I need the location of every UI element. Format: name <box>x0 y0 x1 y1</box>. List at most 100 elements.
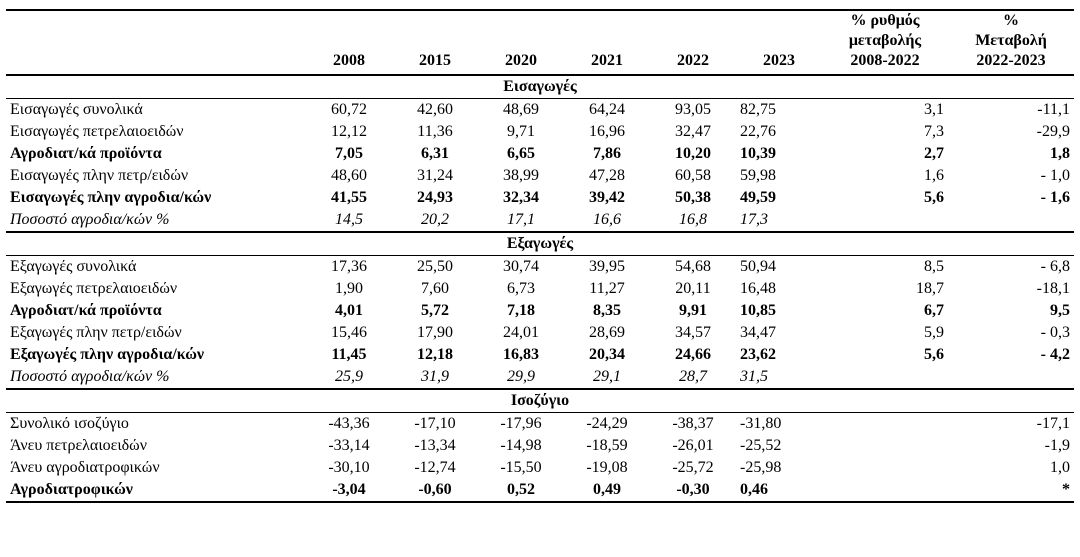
cell-value: -19,08 <box>586 459 628 476</box>
row-label: Εισαγωγές πετρελαιοειδών <box>10 123 184 140</box>
cell-value: -26,01 <box>672 437 714 454</box>
section-title: Εισαγωγές <box>6 75 1074 99</box>
cell-value: 59,98 <box>740 167 776 184</box>
table-row: Αγροδιατροφικών -3,04 -0,60 0,52 0,49 -0,30 0,… <box>6 479 1074 503</box>
cell-change: - 6,8 <box>1040 258 1070 275</box>
cell-value: 31,24 <box>417 167 453 184</box>
cell-value: 7,60 <box>421 280 449 297</box>
cell-value: 42,60 <box>417 101 453 118</box>
cell-value: 24,01 <box>503 324 539 341</box>
row-label: Εισαγωγές πλην αγροδια/κών <box>10 189 212 206</box>
cell-value: 7,05 <box>335 145 363 162</box>
cell-change: * <box>948 479 1074 503</box>
section-title: Ισοζύγιο <box>6 388 1074 413</box>
cell-value: 7,18 <box>507 302 535 319</box>
cell-value: 6,73 <box>507 280 535 297</box>
cell-value: 16,8 <box>679 211 707 228</box>
cell-value: 38,99 <box>503 167 539 184</box>
cell-value: 39,95 <box>589 258 625 275</box>
cell-value: 60,58 <box>675 167 711 184</box>
cell-rate: 18,7 <box>916 280 944 297</box>
table-body: Εισαγωγές Εισαγωγές συνολικά 60,72 42,60 48,… <box>6 75 1074 503</box>
section-header-row: Εισαγωγές <box>6 75 1074 99</box>
cell-value: -0,60 <box>392 479 478 503</box>
cell-value: 5,72 <box>421 302 449 319</box>
cell-value: -17,96 <box>500 415 542 432</box>
cell-change <box>948 366 1074 389</box>
header-rate-line: 2008-2022 <box>850 52 920 69</box>
cell-rate: 5,6 <box>924 346 944 363</box>
cell-value: 34,47 <box>740 324 776 341</box>
cell-value: 11,45 <box>331 346 367 363</box>
cell-value: 28,7 <box>679 368 707 385</box>
cell-value: 39,42 <box>589 189 625 206</box>
cell-value: 6,65 <box>507 145 535 162</box>
row-label: Συνολικό ισοζύγιο <box>10 415 129 432</box>
cell-value: -18,59 <box>586 437 628 454</box>
cell-value: 41,55 <box>331 189 367 206</box>
cell-change: 1,0 <box>1050 459 1070 476</box>
cell-rate: 5,6 <box>924 189 944 206</box>
cell-value: 10,85 <box>740 302 776 319</box>
cell-value: 24,66 <box>675 346 711 363</box>
table-row: Συνολικό ισοζύγιο -43,36 -17,10 -17,96 -24,2… <box>6 413 1074 436</box>
cell-value: 25,9 <box>335 368 363 385</box>
row-label: Εισαγωγές πλην πετρ/ειδών <box>10 167 189 184</box>
header-year: 2008 <box>306 9 392 76</box>
table-row: Άνευ πετρελαιοειδών -33,14 -13,34 -14,98 -18… <box>6 435 1074 457</box>
cell-value: 8,35 <box>593 302 621 319</box>
cell-value: 9,71 <box>507 123 535 140</box>
cell-rate <box>822 366 948 389</box>
cell-rate: 7,3 <box>924 123 944 140</box>
cell-value: -25,98 <box>740 459 782 476</box>
cell-change: -11,1 <box>1037 101 1070 118</box>
cell-rate: 8,5 <box>924 258 944 275</box>
header-change-line: 2022-2023 <box>976 52 1046 69</box>
header-change-line: % <box>1003 12 1019 29</box>
header-change-line: Μεταβολή <box>975 32 1047 49</box>
section-header-row: Ισοζύγιο <box>6 388 1074 413</box>
cell-value: 11,36 <box>417 123 453 140</box>
cell-value: 29,9 <box>507 368 535 385</box>
row-label: Αγροδιατ/κά προϊόντα <box>10 145 162 162</box>
cell-value: 12,12 <box>331 123 367 140</box>
cell-value: -38,37 <box>672 415 714 432</box>
cell-value: 6,31 <box>421 145 449 162</box>
cell-value: 15,46 <box>331 324 367 341</box>
cell-value: 29,1 <box>593 368 621 385</box>
cell-change <box>948 209 1074 232</box>
row-label: Άνευ πετρελαιοειδών <box>10 437 147 454</box>
cell-value: 20,34 <box>589 346 625 363</box>
row-label: Αγροδιατ/κά προϊόντα <box>10 302 162 319</box>
cell-change: 1,8 <box>1050 145 1070 162</box>
cell-value: -25,52 <box>740 437 782 454</box>
cell-change: 9,5 <box>1050 302 1070 319</box>
cell-value: 17,36 <box>331 258 367 275</box>
table-row: Ποσοστό αγροδια/κών % 25,9 31,9 29,9 29,1 28,… <box>6 366 1074 389</box>
header-change-column: % Μεταβολή 2022-2023 <box>948 9 1074 76</box>
cell-rate: 5,9 <box>924 324 944 341</box>
cell-value: 0,49 <box>564 479 650 503</box>
cell-value: -24,29 <box>586 415 628 432</box>
cell-value: 4,01 <box>335 302 363 319</box>
header-year: 2022 <box>650 9 736 76</box>
row-label: Εξαγωγές συνολικά <box>10 258 137 275</box>
header-year: 2021 <box>564 9 650 76</box>
cell-value: 48,69 <box>503 101 539 118</box>
row-label: Εξαγωγές πλην πετρ/ειδών <box>10 324 182 341</box>
cell-value: 31,5 <box>740 368 768 385</box>
table-row: Εξαγωγές πλην αγροδια/κών 11,45 12,18 16,83… <box>6 344 1074 366</box>
cell-value: -43,36 <box>328 415 370 432</box>
table-row: Εξαγωγές συνολικά 17,36 25,50 30,74 39,95 54,… <box>6 256 1074 279</box>
cell-change: -18,1 <box>1036 280 1070 297</box>
table-row: Ποσοστό αγροδια/κών % 14,5 20,2 17,1 16,6 16,… <box>6 209 1074 232</box>
cell-value: 20,2 <box>421 211 449 228</box>
section-title: Εξαγωγές <box>6 231 1074 256</box>
cell-value: 7,86 <box>593 145 621 162</box>
cell-change: - 4,2 <box>1040 346 1070 363</box>
table-row: Εξαγωγές πετρελαιοειδών 1,90 7,60 6,73 11,27… <box>6 278 1074 300</box>
cell-value: 10,39 <box>740 145 776 162</box>
header-row: 2008 2015 2020 2021 2022 2023 % ρυθμός μ… <box>6 9 1074 76</box>
cell-value: 34,57 <box>675 324 711 341</box>
cell-value: 50,38 <box>675 189 711 206</box>
